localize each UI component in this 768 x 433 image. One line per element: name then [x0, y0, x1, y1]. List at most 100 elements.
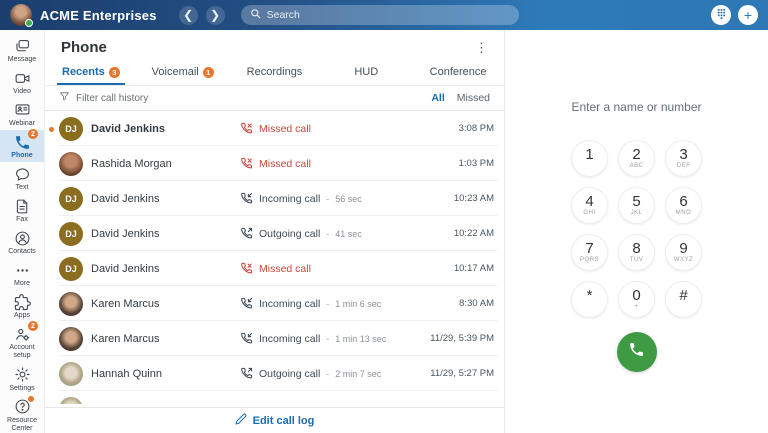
search-input[interactable]	[266, 9, 510, 21]
user-avatar[interactable]	[10, 4, 33, 27]
dialpad-key-star[interactable]: *	[571, 281, 608, 318]
filter-call-history-label[interactable]: Filter call history	[76, 92, 149, 104]
outgoing-call-icon	[239, 367, 253, 381]
call-type-label: Outgoing call	[259, 227, 321, 240]
sidebar-item-label: Resource Center	[7, 416, 37, 432]
tab-recents[interactable]: Recents 3	[45, 59, 137, 85]
key-digit: 4	[585, 193, 594, 210]
dialpad-key-7[interactable]: 7 PQRS	[571, 234, 608, 271]
dialpad-key-2[interactable]: 2 ABC	[618, 140, 655, 177]
avatar: DJ	[59, 116, 83, 141]
more-icon	[13, 261, 31, 279]
sidebar-item-label: More	[14, 280, 30, 288]
sidebar-item-label: Settings	[9, 384, 35, 392]
call-type: Incoming call -1 min 13 sec	[239, 332, 394, 346]
call-duration: 2 min 7 sec	[335, 368, 382, 379]
avatar: DJ	[59, 256, 83, 281]
sidebar-item-phone[interactable]: 2 Phone	[0, 129, 44, 163]
more-options-icon[interactable]: ⋮	[475, 40, 488, 55]
new-actions-button[interactable]: +	[738, 5, 758, 25]
sidebar-item-message[interactable]: Message	[0, 34, 44, 66]
sidebar-item-settings[interactable]: Settings	[0, 363, 44, 395]
key-digit: #	[679, 287, 688, 304]
sidebar-item-account-setup[interactable]: 2 Account setup	[0, 321, 44, 362]
tab-label: HUD	[354, 66, 379, 78]
call-row[interactable]: Karen Marcus Incoming call -1 min 13 sec 11…	[45, 321, 504, 356]
key-digit: 9	[679, 240, 688, 257]
call-row[interactable]: Rashida Morgan Missed call 1:03 PM	[45, 146, 504, 181]
dialpad-key-0[interactable]: 0 +	[618, 281, 655, 318]
unread-dot	[49, 127, 54, 132]
separator: -	[326, 333, 330, 344]
tab-badge: 3	[108, 66, 120, 78]
phone-panel: Phone ⋮ Recents 3 Voicemail 1 Recordings HUD C…	[45, 30, 505, 433]
dialpad-key-6[interactable]: 6 MNO	[665, 187, 702, 224]
sidebar-item-video[interactable]: Video	[0, 66, 44, 98]
dialpad-key-8[interactable]: 8 TUV	[618, 234, 655, 271]
call-row[interactable]: DJ David Jenkins Outgoing call -41 sec 10:22…	[45, 216, 504, 251]
key-letters: +	[634, 304, 639, 310]
call-duration: 1 min 6 sec	[335, 298, 382, 309]
sidebar-item-label: Video	[13, 88, 31, 96]
key-letters: TUV	[629, 257, 644, 263]
dialer-button[interactable]	[711, 5, 731, 25]
dialpad-key-9[interactable]: 9 WXYZ	[665, 234, 702, 271]
key-digit: 5	[632, 193, 641, 210]
sidebar-item-apps[interactable]: Apps	[0, 290, 44, 322]
call-type: Missed call	[239, 262, 394, 276]
caller-name: Rashida Morgan	[91, 157, 172, 170]
sidebar-item-more[interactable]: More	[0, 258, 44, 290]
tab-conference[interactable]: Conference	[412, 59, 504, 85]
caller-name: David Jenkins	[91, 192, 160, 205]
call-row[interactable]: DJ David Jenkins Missed call 3:08 PM	[45, 111, 504, 146]
phone-call-icon	[628, 341, 645, 363]
incoming-call-icon	[239, 297, 253, 311]
sidebar-item-resource-center[interactable]: Resource Center	[0, 395, 44, 433]
key-digit: 3	[679, 146, 688, 163]
separator: -	[326, 368, 330, 379]
sidebar-item-fax[interactable]: Fax	[0, 194, 44, 226]
call-row-partial	[45, 391, 504, 404]
call-button[interactable]	[616, 332, 657, 372]
call-type-label: Missed call	[259, 122, 311, 135]
sidebar-item-label: Webinar	[9, 120, 35, 128]
caller-name: David Jenkins	[91, 122, 165, 135]
presence-available-dot	[25, 19, 33, 27]
filter-missed-button[interactable]: Missed	[456, 92, 490, 104]
sidebar-item-label: Account setup	[9, 344, 35, 360]
sidebar-item-contacts[interactable]: Contacts	[0, 226, 44, 258]
dialpad-key-3[interactable]: 3 DEF	[665, 140, 702, 177]
dialpad-key-1[interactable]: 1	[571, 140, 608, 177]
filter-funnel-icon[interactable]	[59, 89, 70, 107]
call-row[interactable]: Hannah Quinn Outgoing call -2 min 7 sec 11/…	[45, 356, 504, 391]
search-box[interactable]	[240, 5, 519, 25]
chat-icon	[13, 37, 31, 55]
dialpad-prompt[interactable]: Enter a name or number	[571, 100, 702, 114]
filter-all-button[interactable]: All	[431, 92, 445, 104]
tab-recordings[interactable]: Recordings	[229, 59, 321, 85]
key-digit: 7	[585, 240, 594, 257]
call-type: Missed call	[239, 157, 394, 171]
forward-button[interactable]: ❯	[205, 5, 225, 25]
call-row[interactable]: DJ David Jenkins Incoming call -56 sec 10:23…	[45, 181, 504, 216]
dialpad-key-4[interactable]: 4 GHI	[571, 187, 608, 224]
tab-hud[interactable]: HUD	[320, 59, 412, 85]
caller-name: Karen Marcus	[91, 332, 160, 345]
back-button[interactable]: ❮	[178, 5, 198, 25]
edit-call-log-button[interactable]: Edit call log	[45, 407, 504, 433]
tab-voicemail[interactable]: Voicemail 1	[137, 59, 229, 85]
avatar	[59, 151, 83, 176]
tab-label: Recordings	[246, 66, 303, 78]
key-letters: GHI	[583, 210, 596, 216]
dialpad-key-pound[interactable]: #	[665, 281, 702, 318]
tab-badge: 1	[202, 66, 214, 78]
call-row[interactable]: DJ David Jenkins Missed call 10:17 AM	[45, 251, 504, 286]
sidebar-item-text[interactable]: Text	[0, 162, 44, 194]
call-time: 1:03 PM	[458, 158, 494, 169]
filter-row: Filter call history All Missed	[45, 86, 504, 111]
dialpad-key-5[interactable]: 5 JKL	[618, 187, 655, 224]
call-row[interactable]: Karen Marcus Incoming call -1 min 6 sec 8:3…	[45, 286, 504, 321]
sidebar-nav: Message Video Webinar 2 Phone Text Fax Contacts…	[0, 30, 45, 433]
sidebar-item-webinar[interactable]: Webinar	[0, 98, 44, 130]
